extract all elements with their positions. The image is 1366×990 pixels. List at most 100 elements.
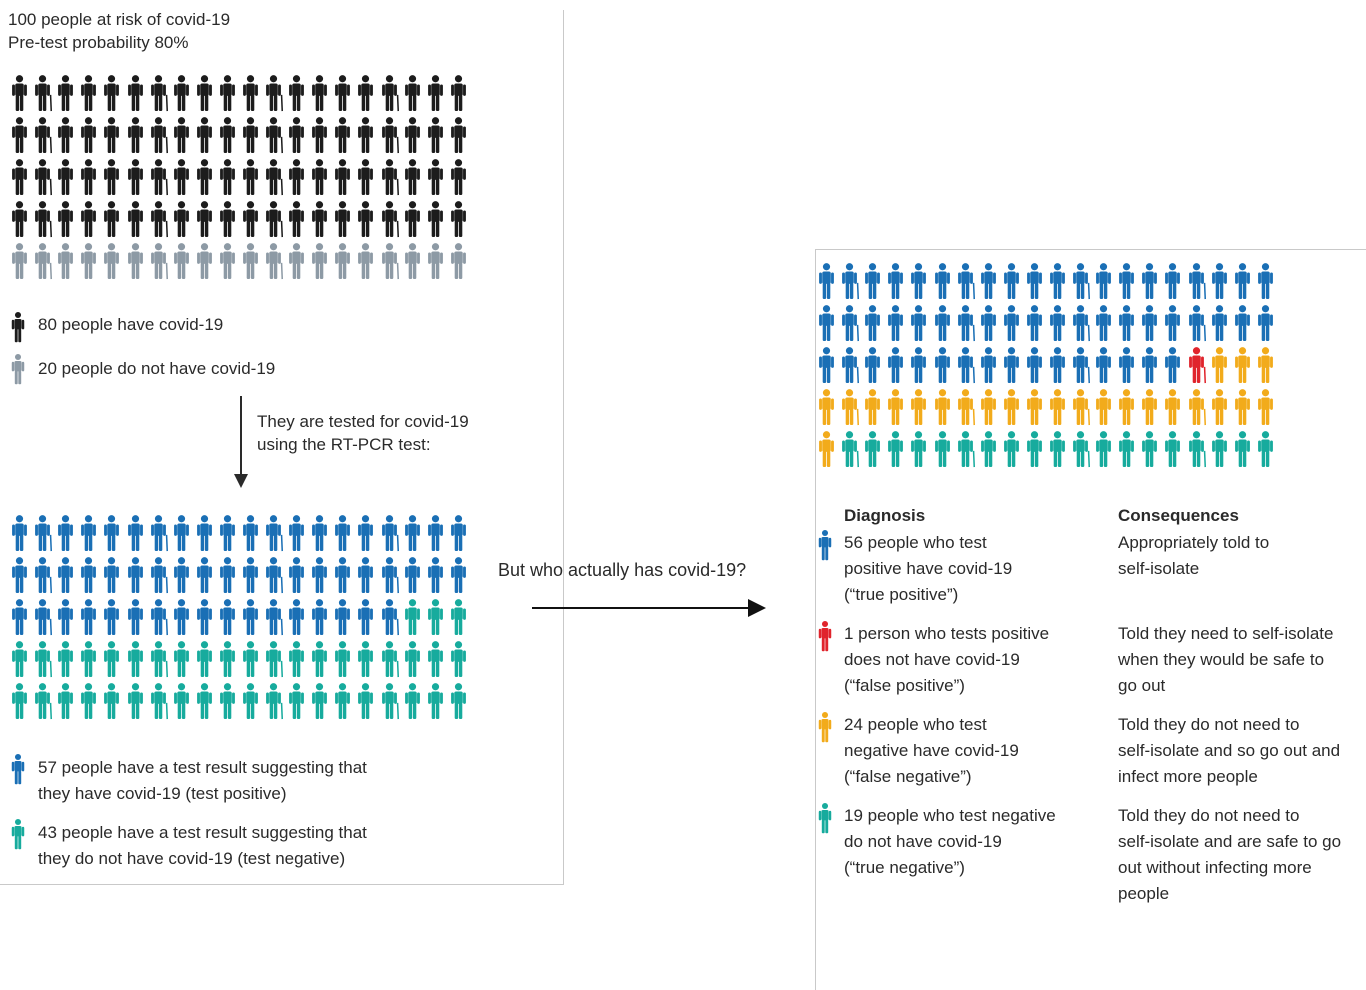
person-icon [977, 426, 1000, 468]
consequence-line: Told they do not need to [1118, 715, 1300, 734]
person-icon [331, 112, 354, 154]
person-icon [193, 196, 216, 238]
person-icon [54, 594, 77, 636]
person-icon [262, 154, 285, 196]
person-icon [1023, 342, 1046, 384]
person-icon [817, 528, 833, 562]
header-line-1: 100 people at risk of covid-19 [8, 10, 231, 29]
person-icon [239, 154, 262, 196]
person-icon [8, 636, 31, 678]
question-text: But who actually has covid-19? [498, 560, 747, 580]
person-icon [285, 238, 308, 280]
person-icon [401, 70, 424, 112]
person-icon [861, 426, 884, 468]
person-icon [239, 196, 262, 238]
person-icon [378, 154, 401, 196]
outcome-people-grid [815, 258, 1277, 468]
person-icon [147, 112, 170, 154]
person-icon [1000, 426, 1023, 468]
person-icon [378, 238, 401, 280]
consequence-line: people [1118, 884, 1170, 903]
person-icon [216, 510, 239, 552]
person-icon [424, 112, 447, 154]
person-icon [193, 552, 216, 594]
person-icon [907, 426, 930, 468]
person-icon [354, 636, 377, 678]
person-icon [31, 70, 54, 112]
person-icon [308, 196, 331, 238]
person-icon [308, 112, 331, 154]
person-icon [193, 154, 216, 196]
person-icon [331, 594, 354, 636]
person-icon [147, 552, 170, 594]
consequence-line: Told they do not need to [1118, 806, 1300, 825]
person-icon [1138, 342, 1161, 384]
person-icon [447, 552, 470, 594]
person-icon [285, 552, 308, 594]
person-icon [1254, 258, 1277, 300]
person-icon [216, 238, 239, 280]
person-icon [1138, 426, 1161, 468]
header-line-2: Pre-test probability 80% [8, 33, 189, 52]
person-icon [884, 300, 907, 342]
person-icon [424, 196, 447, 238]
header-title: 100 people at risk of covid-19 Pre-test … [8, 8, 230, 54]
person-icon [77, 636, 100, 678]
person-icon [1138, 384, 1161, 426]
pretest-people-grid [8, 70, 470, 280]
person-icon [354, 112, 377, 154]
diagnosis-cell: 56 people who test positive have covid-19… [844, 530, 1012, 608]
person-icon [123, 238, 146, 280]
person-icon [1115, 258, 1138, 300]
diagnosis-cell: 19 people who test negative do not have c… [844, 803, 1056, 881]
person-icon [331, 678, 354, 720]
test-step-line-1: They are tested for covid-19 [257, 412, 469, 431]
person-icon [401, 510, 424, 552]
person-icon [354, 238, 377, 280]
person-icon [10, 752, 26, 786]
person-icon [1000, 300, 1023, 342]
person-icon [954, 426, 977, 468]
person-icon [31, 678, 54, 720]
person-icon [285, 196, 308, 238]
person-icon [54, 70, 77, 112]
person-icon [123, 636, 146, 678]
person-icon [8, 112, 31, 154]
person-icon [884, 342, 907, 384]
person-icon [10, 352, 26, 386]
person-icon [1138, 258, 1161, 300]
consequence-line: infect more people [1118, 767, 1258, 786]
person-icon [838, 342, 861, 384]
person-icon [170, 70, 193, 112]
person-icon [954, 258, 977, 300]
person-icon [54, 510, 77, 552]
person-icon [147, 70, 170, 112]
person-icon [239, 678, 262, 720]
person-icon [308, 70, 331, 112]
person-icon [331, 238, 354, 280]
person-icon [930, 300, 953, 342]
person-icon [31, 636, 54, 678]
person-icon [308, 636, 331, 678]
person-icon [193, 112, 216, 154]
person-icon [77, 112, 100, 154]
diagnosis-header: Diagnosis [844, 506, 926, 525]
person-icon [193, 678, 216, 720]
person-icon [8, 552, 31, 594]
person-icon [1161, 300, 1184, 342]
person-icon [1046, 426, 1069, 468]
person-icon [817, 801, 833, 835]
person-icon [10, 817, 26, 851]
person-icon [930, 258, 953, 300]
person-icon [8, 678, 31, 720]
person-icon [285, 510, 308, 552]
person-icon [170, 154, 193, 196]
person-icon [1254, 300, 1277, 342]
person-icon [216, 196, 239, 238]
person-icon [1092, 426, 1115, 468]
person-icon [1185, 300, 1208, 342]
person-icon [331, 196, 354, 238]
legend-test-negative-line-1: 43 people have a test result suggesting … [38, 823, 367, 842]
person-icon [1092, 384, 1115, 426]
person-icon [1185, 384, 1208, 426]
